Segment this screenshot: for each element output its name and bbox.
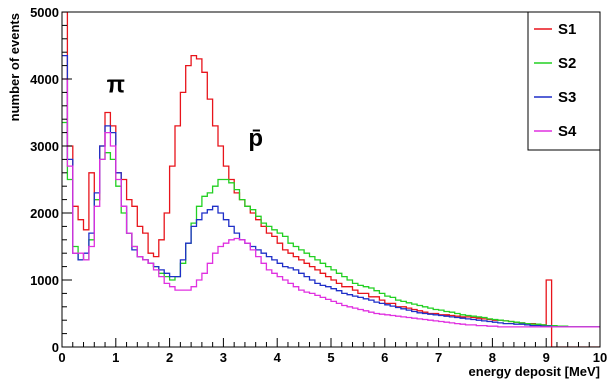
x-axis-title: energy deposit [MeV]	[469, 364, 600, 379]
x-tick-label: 0	[58, 350, 65, 365]
series-line-s4	[62, 78, 600, 328]
plot-frame	[61, 11, 601, 348]
series-line-s2	[62, 121, 600, 328]
y-tick-label: 1000	[30, 273, 59, 288]
legend: S1 S2 S3 S4	[527, 11, 601, 151]
y-tick-label: 2000	[30, 206, 59, 221]
y-tick-label: 4000	[30, 72, 59, 87]
x-tick-label: 6	[381, 350, 388, 365]
legend-label-s1: S1	[558, 21, 576, 38]
y-tick-label: 0	[52, 340, 59, 355]
y-tick-label: 5000	[30, 5, 59, 20]
x-tick-label: 8	[489, 350, 496, 365]
series-line-s1	[62, 12, 600, 347]
x-tick-label: 2	[166, 350, 173, 365]
series-layer	[62, 12, 600, 347]
x-tick-label: 9	[543, 350, 550, 365]
legend-label-s4: S4	[558, 123, 577, 140]
annotation-layer: π p̄	[107, 71, 263, 152]
x-tick-label: 3	[220, 350, 227, 365]
y-tick-label: 3000	[30, 139, 59, 154]
annotation-label: p̄	[248, 125, 263, 152]
legend-label-s2: S2	[558, 55, 576, 72]
series-line-s3	[62, 54, 600, 328]
legend-box	[527, 11, 601, 151]
y-axis-title: number of events	[7, 13, 22, 121]
x-tick-label: 5	[327, 350, 334, 365]
axis-layer: 0 1 2 3 4 5 6 7 8 9 10 0 1000 2000 3000 4000 5000	[30, 5, 607, 365]
x-tick-label: 4	[274, 350, 282, 365]
legend-label-s3: S3	[558, 89, 576, 106]
x-tick-label: 1	[112, 350, 119, 365]
x-tick-label: 10	[593, 350, 607, 365]
x-tick-label: 7	[435, 350, 442, 365]
annotation-label: π	[107, 71, 125, 98]
legend-items: S1 S2 S3 S4	[534, 21, 577, 140]
